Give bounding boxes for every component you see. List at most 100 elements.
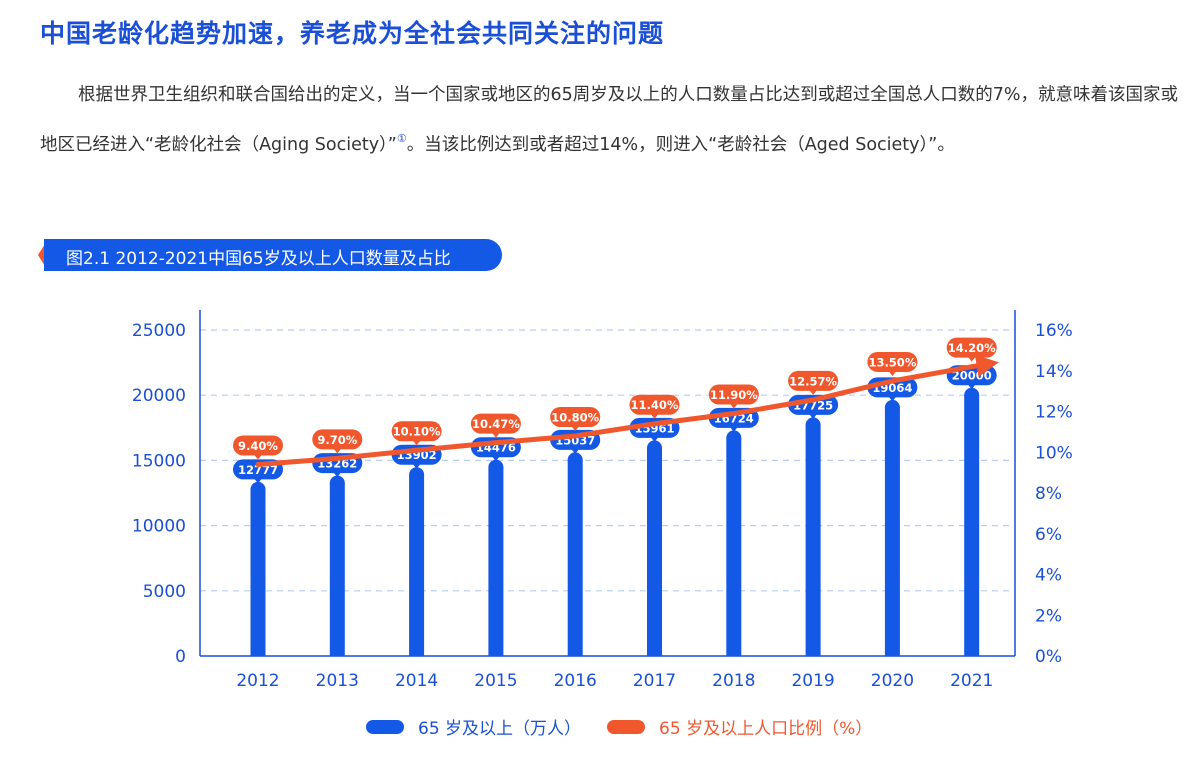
y-left-tick-label: 5000 [143,582,186,602]
bar-value-pointer [729,426,738,432]
bar-cap [647,440,662,456]
bar [409,474,425,656]
ratio-value-label: 11.40% [631,398,679,412]
intro-paragraph: 根据世界卫生组织和联合国给出的定义，当一个国家或地区的65周岁及以上的人口数量占… [40,70,1190,170]
ratio-value-pill [550,406,601,427]
legend-swatch-line [607,719,646,734]
bar [488,467,504,656]
x-tick-label: 2015 [474,671,517,691]
bar-value-pointer [967,384,976,390]
paragraph-part1: 根据世界卫生组织和联合国给出的定义，当一个国家或地区的65周岁及以上的人口数量占… [40,85,1179,155]
ratio-value-label: 9.70% [317,433,357,447]
ratio-value-pointer [650,413,659,419]
ratio-value-pointer [809,389,818,395]
ratio-value-pointer [888,370,897,376]
bar [329,483,345,656]
bar-cap [329,475,345,491]
ratio-value-pill [946,337,997,358]
y-right-tick-label: 14% [1035,362,1073,382]
ratio-value-pointer [412,440,421,446]
ratio-value-label: 10.80% [551,410,599,424]
ratio-value-pill [391,421,442,442]
x-tick-label: 2012 [236,671,279,691]
x-tick-label: 2014 [395,671,438,691]
legend-item-bar: 65 岁及以上（万人） [366,714,581,739]
ratio-value-pill [233,435,283,456]
bar [726,437,742,656]
y-right-tick-label: 12% [1035,403,1073,423]
ratio-value-label: 10.47% [472,417,520,431]
bar-value-pointer [412,463,421,469]
y-left-tick-label: 20000 [132,386,186,406]
bar-cap [250,481,266,497]
y-right-tick-label: 8% [1035,484,1062,504]
figure-label-notch [38,239,48,271]
figure-label-text: 图2.1 2012-2021中国65岁及以上人口数量及占比 [66,249,451,269]
bar-value-pointer [888,396,897,402]
legend-item-line: 65 岁及以上人口比例（%） [607,714,872,739]
y-left-tick-label: 0 [175,647,186,667]
ratio-value-label: 11.90% [710,388,758,402]
y-left-tick-label: 15000 [132,451,186,471]
bar-value-pointer [650,436,659,442]
x-tick-label: 2020 [871,671,914,691]
ratio-value-pointer [571,425,580,431]
x-tick-label: 2013 [316,671,359,691]
y-right-tick-label: 2% [1035,606,1062,626]
paragraph-part2: 。当该比例达到或者超过14%，则进入“老龄社会（Aged Society）”。 [406,135,955,155]
ratio-value-pill [470,413,521,434]
bar-cap [409,467,425,483]
bar-cap [805,417,821,433]
legend-label-line: 65 岁及以上人口比例（%） [659,719,873,739]
bar-value-pointer [333,472,342,478]
bar [647,447,662,656]
bar-value-label: 12777 [238,463,278,477]
bar-cap [884,399,900,415]
y-left-tick-label: 10000 [132,517,186,537]
ratio-value-pill [629,394,680,415]
y-right-tick-label: 10% [1035,443,1073,463]
legend-swatch-bar [366,719,404,734]
bar [250,489,266,656]
x-tick-label: 2017 [633,671,676,691]
population-chart: 0 5000 10000 15000 20000 25000 0% 2% 4% 6% 8% 10% 12… [132,310,1073,691]
ratio-value-label: 10.10% [393,425,441,439]
y-left-tick-label: 25000 [132,321,186,341]
bar-value-pointer [809,413,818,419]
ratio-value-pointer [491,432,500,438]
ratio-value-pill [708,384,759,405]
bar-cap [567,452,583,468]
ratio-value-label: 14.20% [948,341,996,355]
y-right-tick-label: 6% [1035,525,1062,545]
bar [567,459,583,656]
ratio-value-pill [312,429,363,450]
bar [964,395,980,656]
ratio-line [255,354,999,467]
ratio-value-label: 13.50% [868,355,916,369]
bar [805,424,821,656]
bar-value-pointer [254,478,262,484]
chart-legend: 65 岁及以上（万人） 65 岁及以上人口比例（%） [366,714,898,739]
bar-value-pointer [571,448,580,454]
y-right-tick-label: 16% [1035,321,1073,341]
figure-label: 图2.1 2012-2021中国65岁及以上人口数量及占比 [38,239,502,271]
legend-label-bar: 65 岁及以上（万人） [418,719,582,739]
bar-cap [964,387,980,403]
x-tick-label: 2016 [554,671,597,691]
y-right-tick-label: 0% [1035,647,1062,667]
y-right-tick-label: 4% [1035,566,1062,586]
ratio-value-pointer [254,454,262,460]
page-heading: 中国老龄化趋势加速，养老成为全社会共同关注的问题 [40,19,665,48]
bar-value-pointer [491,456,500,462]
ratio-value-pill [788,370,839,391]
ratio-value-pointer [333,448,342,454]
bar-cap [488,459,504,475]
ratio-value-pointer [729,403,738,409]
ratio-value-label: 12.57% [789,374,837,388]
ratio-value-pointer [967,356,976,362]
footnote-marker[interactable]: ① [396,132,407,145]
bar [884,407,900,656]
x-tick-label: 2021 [950,671,993,691]
figure-label-bar [44,239,502,271]
ratio-value-label: 9.40% [238,439,278,453]
